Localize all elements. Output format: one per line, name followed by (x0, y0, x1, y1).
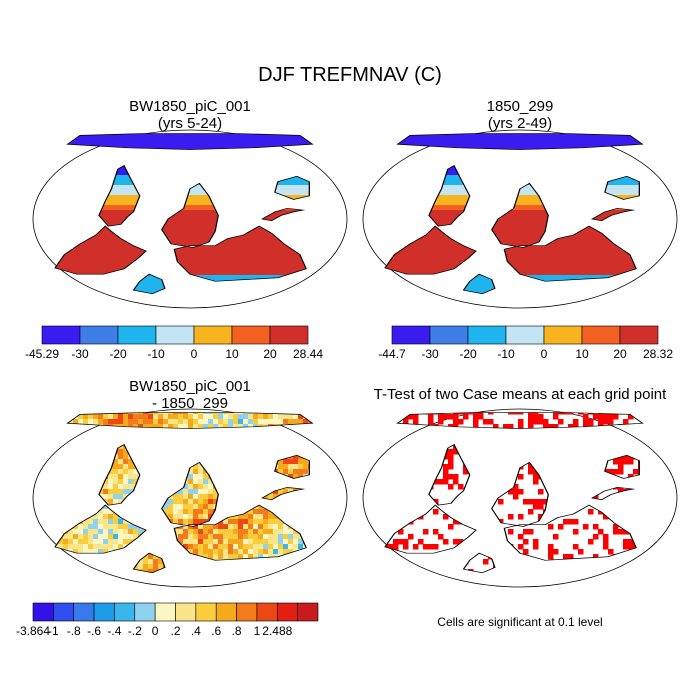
colorbar-swatch (467, 325, 507, 345)
colorbar-case2: -44.7 -30 -20 -10 0 10 20 28.32 (378, 325, 673, 361)
map-panel-case1 (33, 130, 349, 311)
panel4-title: T-Test of two Case means at each grid po… (373, 386, 667, 403)
colorbar-tick-label: -20 (109, 347, 127, 361)
colorbar-tick-label: -.2 (128, 624, 142, 638)
colorbar-tick-label: -30 (71, 347, 89, 361)
colorbar-swatch (175, 602, 197, 622)
colorbar-tick-label: 0 (191, 347, 198, 361)
colorbar-swatch (429, 325, 469, 345)
figure-title: DJF TREFMNAV (C) (258, 64, 442, 86)
colorbar-swatch (73, 602, 95, 622)
colorbar-tick-label: 0 (541, 347, 548, 361)
panel2-title-line2: (yrs 2-49) (487, 115, 553, 132)
colorbar-tick-label: 10 (225, 347, 239, 361)
colorbar-tick-label: .6 (211, 624, 221, 638)
colorbar-tick-label: .2 (170, 624, 180, 638)
colorbar-swatch (276, 602, 298, 622)
colorbar-swatch (215, 602, 237, 622)
colorbar-swatch (155, 325, 195, 345)
colorbar-swatch (193, 325, 233, 345)
colorbar-tick-label: -10 (497, 347, 515, 361)
panel2-title-line1: 1850_299 (486, 98, 554, 115)
map-frame (362, 408, 678, 588)
colorbar-tick-label: 10 (575, 347, 589, 361)
colorbar-tick-label: 0 (152, 624, 159, 638)
colorbar-swatch (543, 325, 583, 345)
colorbar-swatch (117, 325, 157, 345)
colorbar-tick-label: -30 (421, 347, 439, 361)
panel1-title: BW1850_piC_001 (yrs 5-24) (30, 98, 350, 132)
colorbar-difference: -3.864-1 -.8 -.6 -.4 -.2 0 .2 .4 .6 .8 1 2.488 (16, 602, 319, 638)
colorbar-swatch (505, 325, 545, 345)
colorbar-tick-label: -1 (48, 624, 59, 638)
colorbar-tick-label: -.6 (87, 624, 101, 638)
colorbar-swatch (231, 325, 271, 345)
colorbar-swatch (619, 325, 659, 345)
colorbar-tick-label: -10 (147, 347, 165, 361)
colorbar-case1: -45.29 -30 -20 -10 0 10 20 28.44 (25, 325, 323, 361)
colorbar-tick-label: 28.44 (293, 347, 323, 361)
colorbar-swatch (391, 325, 431, 345)
colorbar-swatch (41, 325, 81, 345)
panel3-title: BW1850_piC_001 - 1850_299 (30, 378, 350, 412)
colorbar-swatch (269, 325, 309, 345)
panel2-title: 1850_299 (yrs 2-49) (360, 98, 680, 132)
colorbar-swatch (236, 602, 258, 622)
colorbar-tick-label: -3.864 (16, 624, 50, 638)
colorbar-tick-label: -20 (459, 347, 477, 361)
colorbar-swatch (134, 602, 156, 622)
map-panel-case2 (363, 130, 679, 311)
colorbar-swatch (256, 602, 278, 622)
colorbar-tick-label: 1 (254, 624, 261, 638)
colorbar-swatch (53, 602, 75, 622)
colorbar-tick-label: -.8 (67, 624, 81, 638)
colorbar-tick-label: 2.488 (262, 624, 292, 638)
colorbar-swatch (581, 325, 621, 345)
colorbar-swatch (32, 602, 54, 622)
panel1-title-line2: (yrs 5-24) (157, 115, 223, 132)
colorbar-tick-label: -44.7 (378, 347, 406, 361)
panel3-title-line2: - 1850_299 (152, 395, 228, 412)
colorbar-swatch (297, 602, 319, 622)
map-panel-difference (33, 409, 349, 590)
colorbar-swatch (93, 602, 115, 622)
colorbar-tick-label: 20 (263, 347, 277, 361)
map-panel-ttest (363, 409, 679, 590)
panel3-title-line1: BW1850_piC_001 (129, 378, 251, 395)
colorbar-swatch (195, 602, 217, 622)
colorbar-tick-label: .4 (191, 624, 201, 638)
colorbar-tick-label: -.4 (107, 624, 121, 638)
colorbar-tick-label: 28.32 (643, 347, 673, 361)
colorbar-tick-label: .8 (232, 624, 242, 638)
colorbar-swatch (79, 325, 119, 345)
significance-note: Cells are significant at 0.1 level (437, 615, 603, 629)
colorbar-swatch (154, 602, 176, 622)
colorbar-tick-label: 20 (613, 347, 627, 361)
panel1-title-line1: BW1850_piC_001 (129, 98, 251, 115)
colorbar-tick-label: -45.29 (25, 347, 59, 361)
colorbar-swatch (114, 602, 136, 622)
